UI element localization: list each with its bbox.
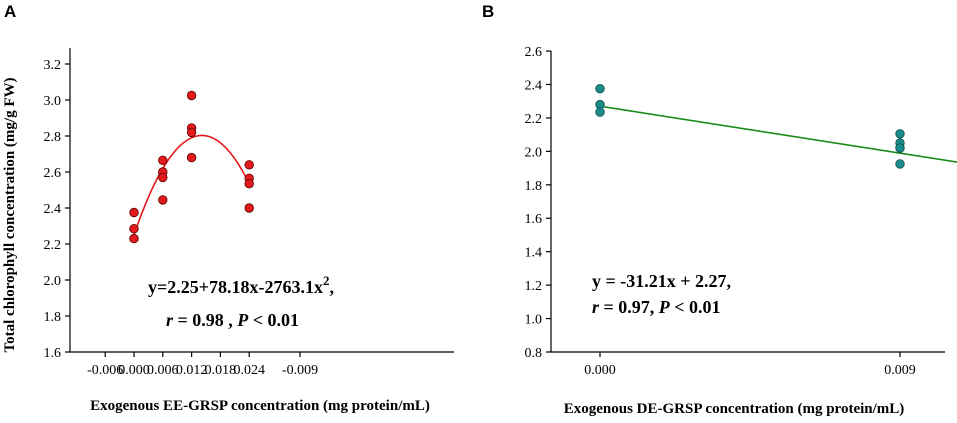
panel-b-y-tick-label: 1.8 [525, 179, 543, 194]
panel-a-y-tick-label: 2.0 [44, 274, 62, 289]
panel-b-y-tick-label: 1.0 [525, 313, 543, 328]
panel-a-y-tick-label: 2.2 [44, 238, 62, 253]
panel-a-data-point [158, 155, 168, 166]
panel-b-stats: r = 0.97, P < 0.01 [592, 297, 721, 317]
panel-a: A 1.6 1.8 2.0 2.2 2.4 2.6 2.8 3.0 3.2 -0.0060.000… [2, 2, 454, 414]
panel-b-x-tick-label: 0.000 [584, 363, 616, 378]
panel-a-x-tick-label: 0.006 [147, 363, 179, 378]
panel-a-data-point [244, 178, 254, 189]
panel-a-data-point [186, 127, 197, 138]
panel-b-y-tick-label: 2.4 [525, 78, 543, 93]
panel-a-data-point [129, 207, 139, 218]
panel-a-data-point [129, 233, 139, 244]
panel-a-data-point [186, 152, 197, 163]
panel-a-y-tick-label: 2.8 [44, 130, 62, 145]
panel-b-y-tick-label: 1.4 [525, 246, 543, 261]
panel-b-y-tick-label: 1.2 [525, 279, 543, 294]
panel-b-equation: y = -31.21x + 2.27, [592, 271, 731, 291]
panel-b-y-tick-label: 0.8 [525, 346, 543, 361]
panel-a-x-axis-title: Exogenous EE-GRSP concentration (mg prot… [90, 398, 430, 414]
panel-b-y-tick-label: 1.6 [525, 212, 543, 227]
panel-a-x-tick-label: 0.012 [176, 363, 208, 378]
panel-b-y-tick-label: 2.2 [525, 112, 543, 127]
panel-b-data-point [895, 143, 905, 153]
panel-b-data-point [595, 107, 605, 117]
panel-a-y-tick-label: 2.4 [44, 202, 62, 217]
panel-a-y-tick-label: 3.0 [44, 94, 62, 109]
panel-a-x-tick-label: 0.000 [118, 363, 150, 378]
panel-a-y-tick-label: 2.6 [44, 166, 62, 181]
panel-b: B 0.8 1.0 1.2 1.4 1.6 1.8 2.0 2.2 2.4 2.6 -0.009 0.… [282, 2, 957, 417]
panel-a-data-point [186, 90, 197, 101]
panel-a-y-tick-label: 3.2 [44, 58, 62, 73]
panel-a-letter: A [4, 2, 16, 21]
panel-a-y-tick-label: 1.6 [44, 346, 62, 361]
panel-b-letter: B [482, 2, 494, 21]
panel-a-equation: y=2.25+78.18x-2763.1x2, [148, 273, 334, 297]
panel-b-x-tick-label: -0.009 [282, 363, 318, 378]
panel-b-data-point [895, 159, 905, 169]
panel-a-y-tick-label: 1.8 [44, 310, 62, 325]
panel-a-x-tick-label: 0.024 [233, 363, 265, 378]
panel-b-data-point [595, 83, 605, 94]
panel-a-x-tick-label: 0.018 [205, 363, 237, 378]
panel-a-x-tick-label: -0.006 [87, 363, 123, 378]
panel-b-fit-line [599, 105, 957, 163]
panel-a-fit-line [133, 134, 251, 236]
panel-a-data-point [244, 160, 254, 170]
panel-b-y-tick-label: 2.6 [525, 45, 543, 60]
panel-b-data-point [895, 129, 905, 139]
panel-a-data-point [158, 172, 168, 183]
panel-b-x-tick-label: 0.009 [884, 363, 916, 378]
panel-b-y-tick-label: 2.0 [525, 145, 543, 160]
panel-b-x-axis-title: Exogenous DE-GRSP concentration (mg prot… [564, 401, 905, 417]
panel-a-data-point [244, 203, 254, 213]
panel-a-data-point [158, 195, 168, 205]
panel-a-stats: r = 0.98 , P < 0.01 [166, 310, 299, 330]
panel-a-y-axis-title: Total chlorophyll concentration (mg/g FW… [2, 78, 18, 353]
panel-a-data-point [129, 223, 139, 234]
